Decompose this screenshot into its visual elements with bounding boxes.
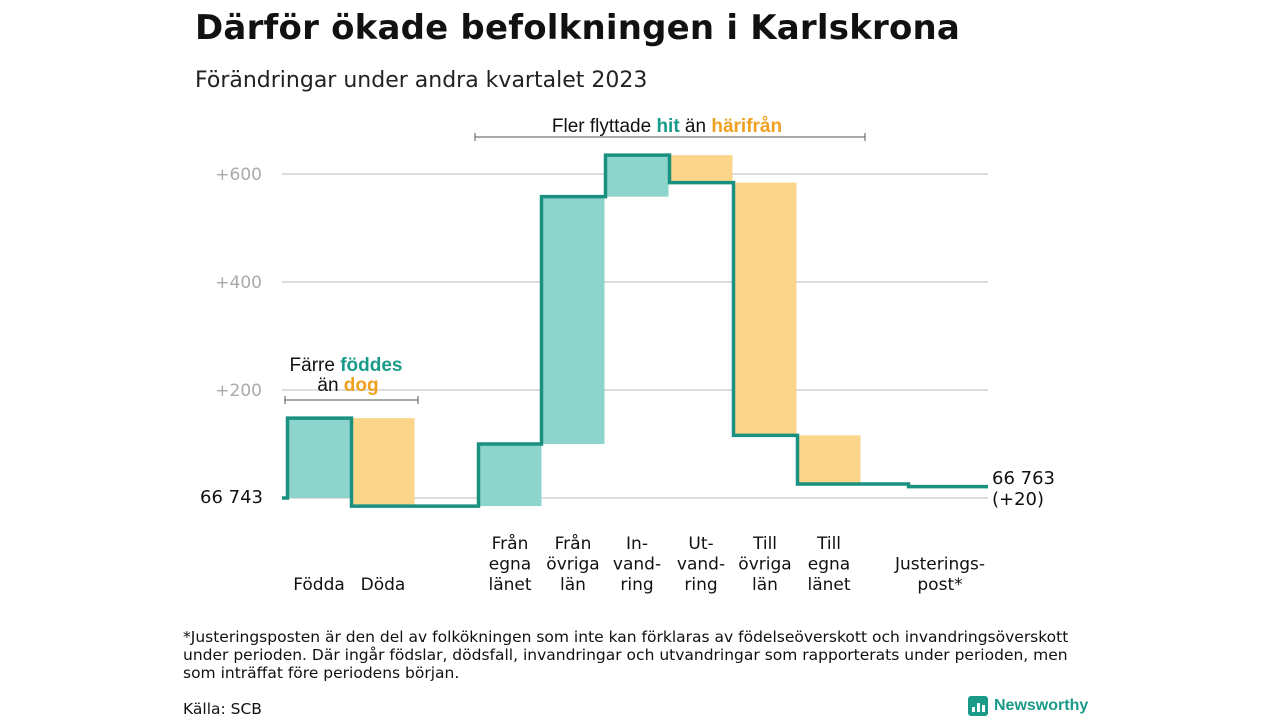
category-label: Justerings- bbox=[894, 555, 985, 575]
category-label: In- bbox=[626, 534, 648, 554]
category-label: övriga bbox=[546, 555, 599, 575]
bar-step bbox=[669, 155, 733, 183]
migration-annotation-harifran: härifrån bbox=[711, 116, 782, 137]
category-label: ring bbox=[620, 575, 653, 595]
waterfall-chart: +200+400+600 Födda DödaFrånegnalänetFrånö… bbox=[200, 116, 1055, 595]
chart-subtitle: Förändringar under andra kvartalet 2023 bbox=[195, 68, 648, 93]
svg-text:Fler flyttade hit än härifrån: Fler flyttade hit än härifrån bbox=[552, 116, 782, 137]
category-label: Från bbox=[492, 533, 529, 554]
category-label: Till bbox=[752, 534, 777, 554]
category-label: Till bbox=[816, 534, 841, 554]
category-label: vand- bbox=[677, 555, 725, 575]
footnote: *Justeringsposten är den del av folkökni… bbox=[183, 628, 1069, 682]
svg-text:än dog: än dog bbox=[317, 375, 378, 396]
category-label: egna bbox=[489, 555, 531, 575]
bar-step bbox=[541, 196, 605, 444]
bar-chart-icon bbox=[968, 696, 988, 716]
births-annotation-prefix-2: än bbox=[317, 375, 343, 396]
bar-step bbox=[797, 435, 861, 484]
source-label: Källa: SCB bbox=[183, 700, 262, 718]
migration-annotation-hit: hit bbox=[656, 116, 680, 137]
category-label: ring bbox=[684, 575, 717, 595]
migration-annotation-middle: än bbox=[680, 116, 712, 137]
category-labels: Födda DödaFrånegnalänetFrånövrigalänIn-va… bbox=[293, 533, 985, 595]
newsworthy-logo: Newsworthy bbox=[968, 696, 1088, 716]
category-label: övriga bbox=[738, 555, 791, 575]
category-label: länet bbox=[488, 575, 531, 595]
births-annotation-highlight: föddes bbox=[340, 355, 402, 376]
category-label: vand- bbox=[613, 555, 661, 575]
y-axis-ticks: +200 +400 +600 bbox=[215, 165, 262, 401]
category-label: Ut- bbox=[688, 534, 713, 554]
svg-text:Färre föddes: Färre föddes bbox=[290, 355, 403, 376]
births-annotation-prefix: Färre bbox=[290, 355, 341, 376]
chart-title: Därför ökade befolkningen i Karlskrona bbox=[195, 8, 961, 48]
running-total-line bbox=[282, 153, 988, 508]
bar-step bbox=[605, 155, 669, 197]
y-tick-label: +600 bbox=[215, 165, 262, 185]
category-label: länet bbox=[807, 575, 850, 595]
migration-annotation-prefix: Fler flyttade bbox=[552, 116, 657, 137]
waterfall-bars bbox=[287, 155, 861, 507]
births-annotation: Färre föddes än dog bbox=[284, 355, 419, 404]
births-annotation-highlight-2: dog bbox=[344, 375, 379, 396]
category-label: län bbox=[752, 575, 778, 595]
y-tick-label: +200 bbox=[215, 381, 262, 401]
category-label: län bbox=[560, 575, 586, 595]
category-label: egna bbox=[808, 555, 850, 575]
category-label: Födda bbox=[293, 575, 345, 595]
end-change-label: (+20) bbox=[992, 489, 1044, 510]
start-value-label: 66 743 bbox=[200, 487, 263, 508]
category-label: Döda bbox=[361, 575, 406, 595]
bar-step bbox=[287, 418, 351, 498]
category-label: post* bbox=[917, 575, 962, 595]
bar-step bbox=[351, 418, 415, 507]
end-value-label: 66 763 bbox=[992, 468, 1055, 489]
bar-step bbox=[478, 444, 542, 507]
category-label: Från bbox=[555, 533, 592, 554]
brand-name: Newsworthy bbox=[994, 697, 1089, 714]
migration-annotation: Fler flyttade hit än härifrån bbox=[474, 116, 866, 141]
y-tick-label: +400 bbox=[215, 273, 262, 293]
running-total-lines bbox=[282, 153, 988, 508]
bar-step bbox=[733, 182, 797, 436]
